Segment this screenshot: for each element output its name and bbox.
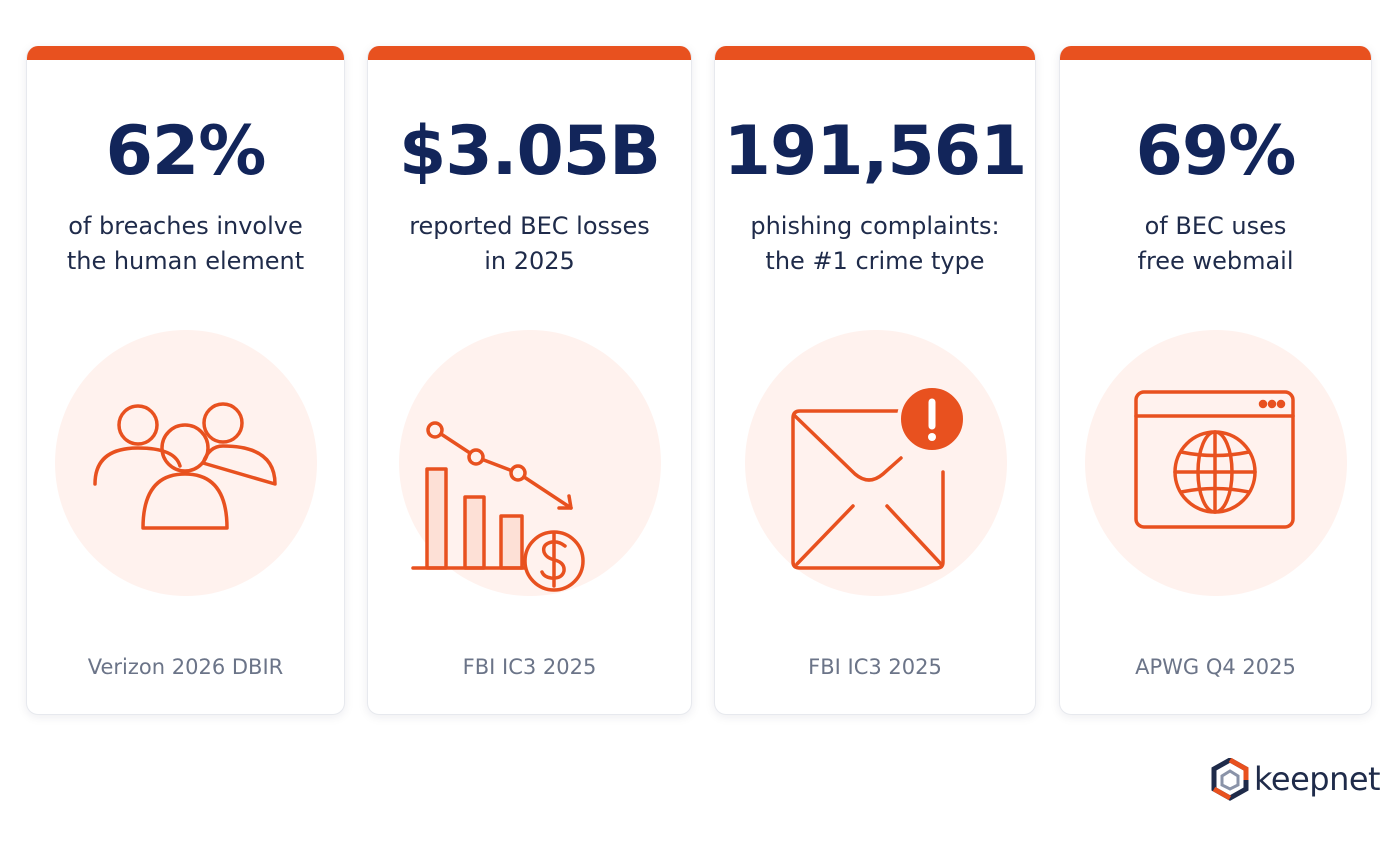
envelope-alert-icon (791, 384, 967, 570)
stat-description-line: the #1 crime type (765, 247, 985, 275)
stat-description-line: phishing complaints: (750, 212, 1000, 240)
people-group-icon (93, 402, 277, 530)
card-accent-bar (27, 46, 344, 60)
card-accent-bar (715, 46, 1035, 60)
stat-value: 69% (1135, 112, 1297, 191)
stat-value: 62% (105, 112, 267, 191)
stat-description-line: reported BEC losses (409, 212, 650, 240)
stat-description: of breaches involve the human element (37, 209, 334, 279)
card-accent-bar (368, 46, 691, 60)
stat-description-line: of breaches involve (68, 212, 303, 240)
declining-chart-dollar-icon (411, 421, 585, 592)
stat-card-bec-losses: $3.05B reported BEC losses in 2025 FBI I… (367, 46, 692, 715)
stat-source: APWG Q4 2025 (1135, 655, 1296, 679)
stat-description-line: of BEC uses (1144, 212, 1287, 240)
stat-description-line: in 2025 (484, 247, 575, 275)
stat-card-breaches: 62% of breaches involve the human elemen… (26, 46, 345, 715)
keepnet-logo: keepnet (1208, 756, 1381, 804)
stat-card-webmail: 69% of BEC uses free webmail APWG Q4 202… (1059, 46, 1372, 715)
stat-card-phishing: 191,561 phishing complaints: the #1 crim… (714, 46, 1036, 715)
card-accent-bar (1060, 46, 1371, 60)
stat-description-line: the human element (66, 247, 305, 275)
icon-background-circle (745, 330, 1007, 596)
stat-source: Verizon 2026 DBIR (87, 655, 284, 679)
stat-description-line: free webmail (1137, 247, 1294, 275)
browser-globe-icon (1134, 390, 1295, 529)
stat-source: FBI IC3 2025 (462, 655, 597, 679)
brand-name: keepnet (1254, 760, 1381, 798)
stat-description: of BEC uses free webmail (1070, 209, 1361, 279)
keepnet-logo-icon (1211, 758, 1249, 801)
stat-value: $3.05B (399, 112, 661, 191)
stat-source: FBI IC3 2025 (808, 655, 942, 679)
stat-value: 191,561 (723, 112, 1028, 191)
stat-description: phishing complaints: the #1 crime type (725, 209, 1025, 279)
stat-description: reported BEC losses in 2025 (378, 209, 681, 279)
